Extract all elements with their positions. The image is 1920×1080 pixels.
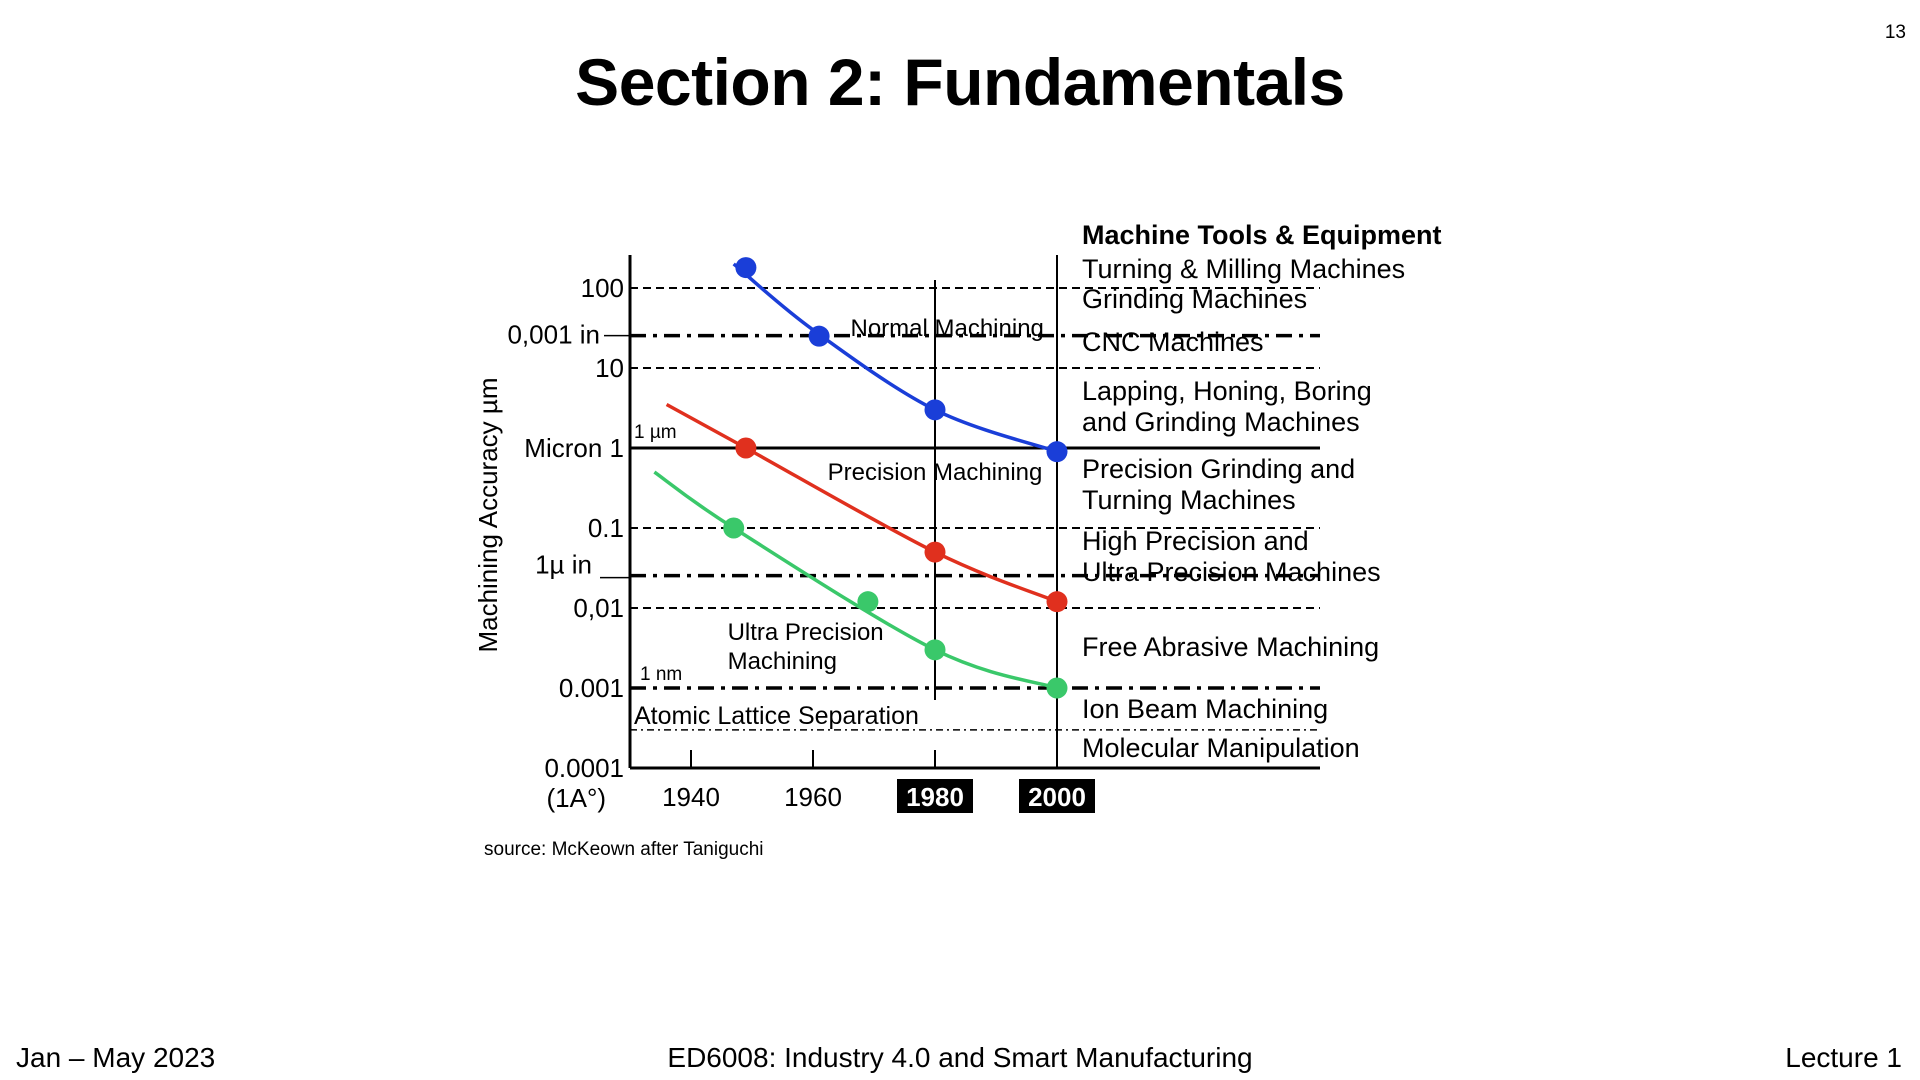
data-point <box>1046 441 1068 463</box>
ref-label-atomic: Atomic Lattice Separation <box>634 702 919 730</box>
ref-label-1u-in: 1µ in <box>535 550 592 580</box>
slide-number: 13 <box>1884 22 1906 43</box>
panel-item: Ultra Precision Machines <box>1082 557 1381 587</box>
x-tick-label: 1980 <box>906 782 964 812</box>
ref-label-1nm: 1 nm <box>640 664 682 685</box>
series-label: Machining <box>728 648 837 675</box>
panel-item: Ion Beam Machining <box>1082 694 1328 724</box>
y-tick-label: 10 <box>595 353 624 383</box>
y-tick-label: 100 <box>581 273 624 303</box>
axes: 100 10 Micron 1 0.1 0,01 0.001 0.0001(1A°) 1940… <box>473 255 1320 813</box>
panel-item: Precision Grinding and <box>1082 454 1355 484</box>
data-point <box>808 325 830 347</box>
series-curve <box>665 402 1058 604</box>
y-tick-label: Micron 1 <box>524 433 624 463</box>
series-curves <box>653 262 1058 690</box>
panel-item: Free Abrasive Machining <box>1082 632 1379 662</box>
ref-label-1um: 1 µm <box>634 422 677 443</box>
panel-item: CNC Machines <box>1082 327 1264 357</box>
data-point <box>1046 677 1068 699</box>
slide-title: Section 2: Fundamentals <box>575 45 1345 119</box>
series-curve <box>653 470 1058 690</box>
ref-label-0001-in: 0,001 in <box>507 320 600 350</box>
panel-header: Machine Tools & Equipment <box>1082 220 1442 250</box>
data-point <box>735 257 757 279</box>
series-label: Ultra Precision <box>728 619 884 646</box>
panel-item: and Grinding Machines <box>1082 407 1360 437</box>
footer-lecture: Lecture 1 <box>1785 1042 1902 1073</box>
x-tick-highlight-box <box>897 779 973 813</box>
panel-item: Grinding Machines <box>1082 284 1307 314</box>
y-tick-label: 0.1 <box>588 513 624 543</box>
series-label: Precision Machining <box>828 459 1043 486</box>
data-point <box>1046 591 1068 613</box>
y-tick-label: 0.001 <box>559 673 624 703</box>
panel-item: Turning & Milling Machines <box>1082 254 1405 284</box>
data-point <box>924 541 946 563</box>
panel-item: Molecular Manipulation <box>1082 733 1360 763</box>
data-points <box>723 257 1068 699</box>
data-point <box>723 517 745 539</box>
x-tick-label: 1940 <box>662 782 720 812</box>
data-point <box>857 591 879 613</box>
y-tick-label: 0,01 <box>573 593 624 623</box>
x-tick-label: 1960 <box>784 782 842 812</box>
footer-course: ED6008: Industry 4.0 and Smart Manufactu… <box>667 1042 1253 1073</box>
y-tick-label: 0.0001 <box>544 753 624 783</box>
machine-tools-panel: Machine Tools & Equipment Turning & Milli… <box>1082 220 1442 763</box>
panel-item: High Precision and <box>1082 526 1309 556</box>
chart-labels: 0,001 in 1 µm 1µ in 1 nm Atomic Lattice Sepa… <box>507 315 1043 730</box>
y-axis-title: Machining Accuracy µm <box>473 377 503 652</box>
series-label: Normal Machining <box>850 315 1043 342</box>
footer-date: Jan – May 2023 <box>16 1042 216 1073</box>
y-tick-label: (1A°) <box>546 783 606 813</box>
series-curve <box>732 262 1058 454</box>
data-point <box>735 437 757 459</box>
panel-item: Lapping, Honing, Boring <box>1082 376 1372 406</box>
panel-item: Turning Machines <box>1082 485 1296 515</box>
data-point <box>924 639 946 661</box>
x-tick-label: 2000 <box>1028 782 1086 812</box>
reference-lines <box>630 287 1320 731</box>
source-note: source: McKeown after Taniguchi <box>484 839 764 860</box>
x-tick-highlight-box <box>1019 779 1095 813</box>
data-point <box>924 399 946 421</box>
